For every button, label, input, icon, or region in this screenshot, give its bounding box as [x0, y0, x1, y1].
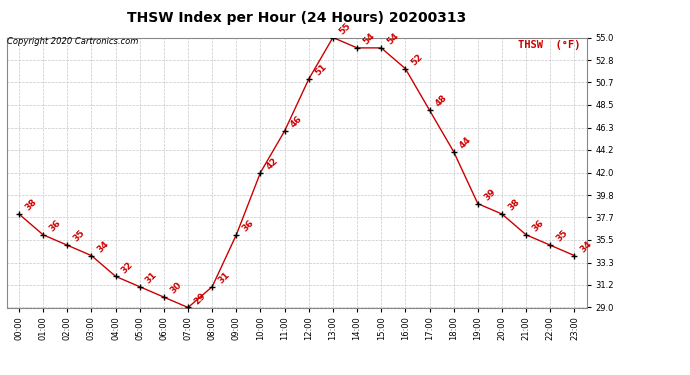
- Text: 54: 54: [362, 31, 377, 46]
- Text: 34: 34: [579, 239, 594, 254]
- Text: 42: 42: [265, 156, 280, 171]
- Text: 31: 31: [217, 270, 232, 285]
- Text: 51: 51: [313, 63, 328, 78]
- Text: 52: 52: [410, 52, 425, 67]
- Text: 36: 36: [48, 218, 63, 233]
- Text: 38: 38: [506, 198, 522, 213]
- Text: 32: 32: [120, 260, 135, 275]
- Text: 48: 48: [434, 93, 449, 109]
- Text: THSW Index per Hour (24 Hours) 20200313: THSW Index per Hour (24 Hours) 20200313: [127, 11, 466, 25]
- Text: 44: 44: [458, 135, 473, 150]
- Text: 36: 36: [531, 218, 546, 233]
- Text: 46: 46: [289, 114, 304, 130]
- Text: Copyright 2020 Cartronics.com: Copyright 2020 Cartronics.com: [7, 38, 138, 46]
- Text: 29: 29: [193, 291, 208, 306]
- Text: 54: 54: [386, 31, 401, 46]
- Text: 36: 36: [241, 218, 256, 233]
- Text: 31: 31: [144, 270, 159, 285]
- Text: 34: 34: [96, 239, 111, 254]
- Text: THSW  (°F): THSW (°F): [518, 40, 581, 50]
- Text: 38: 38: [23, 198, 39, 213]
- Text: 30: 30: [168, 280, 183, 296]
- Text: 35: 35: [555, 229, 570, 244]
- Text: 55: 55: [337, 21, 353, 36]
- Text: 35: 35: [72, 229, 87, 244]
- Text: 39: 39: [482, 187, 497, 202]
